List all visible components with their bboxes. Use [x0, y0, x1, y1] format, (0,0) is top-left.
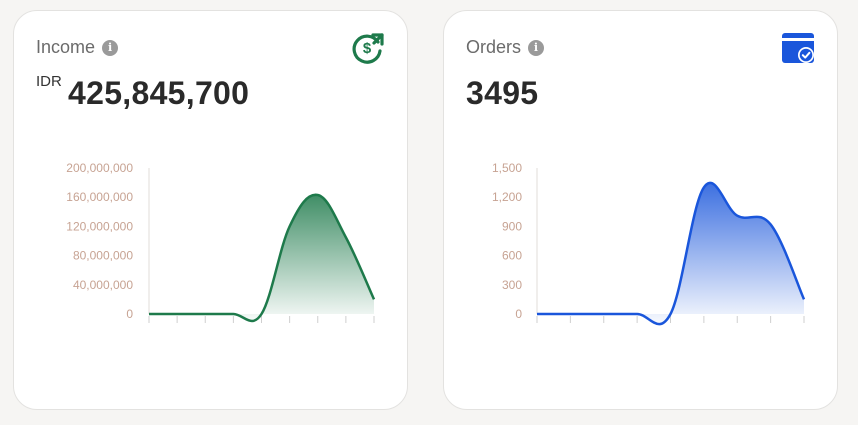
- dollar-growth-icon: $: [351, 31, 385, 70]
- svg-text:$: $: [363, 40, 372, 57]
- y-tick-label: 600: [502, 249, 522, 263]
- series-area: [537, 182, 804, 325]
- income-value: 425,845,700: [68, 75, 250, 111]
- income-card: Income i $ IDR 425,845,700 200,000,000 16…: [13, 10, 408, 410]
- y-tick-label: 300: [502, 278, 522, 292]
- y-tick-label: 900: [502, 219, 522, 233]
- y-tick-label: 1,200: [492, 190, 522, 204]
- orders-chart: 1,500 1,200 900 600 300 0: [492, 161, 806, 326]
- y-tick-label: 0: [126, 307, 133, 321]
- series-line: [537, 181, 806, 326]
- income-title-label: Income: [36, 37, 96, 57]
- y-tick-label: 40,000,000: [73, 278, 133, 292]
- orders-card: Orders i 3495 1,500 1,200 900 600 300 0: [443, 10, 838, 410]
- income-chart: 200,000,000 160,000,000 120,000,000 80,000,…: [66, 161, 376, 323]
- orders-title-label: Orders: [466, 37, 522, 57]
- currency-label: IDR: [36, 73, 62, 90]
- orders-title: Orders i: [466, 37, 545, 58]
- y-tick-label: 0: [515, 307, 522, 321]
- info-icon[interactable]: i: [528, 39, 545, 56]
- series-area: [149, 194, 374, 322]
- orders-value: 3495: [466, 75, 539, 111]
- income-title: Income i: [36, 37, 119, 58]
- y-tick-label: 200,000,000: [66, 161, 133, 175]
- y-tick-label: 120,000,000: [66, 219, 133, 233]
- y-tick-label: 160,000,000: [66, 190, 133, 204]
- series-line: [149, 193, 376, 323]
- y-tick-label: 80,000,000: [73, 249, 133, 263]
- info-icon[interactable]: i: [102, 39, 119, 56]
- calendar-check-icon: [781, 31, 815, 70]
- y-tick-label: 1,500: [492, 161, 522, 175]
